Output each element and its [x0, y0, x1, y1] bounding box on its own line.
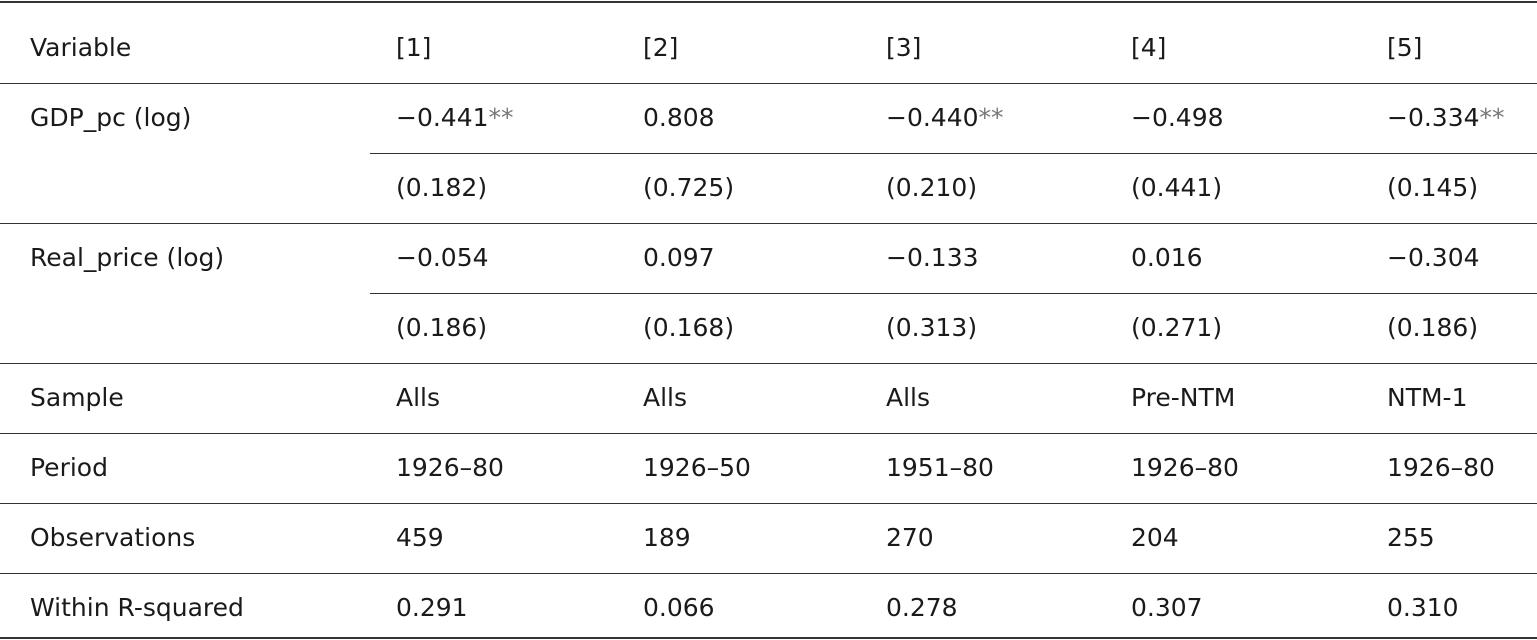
standard-error: (0.725)	[643, 173, 735, 202]
stat-value: 270	[886, 523, 934, 552]
stat-value: 1951–80	[886, 453, 994, 482]
coefficient: 0.097	[643, 243, 715, 272]
standard-error: (0.210)	[886, 173, 978, 202]
row-rule	[0, 363, 1537, 364]
coefficient: 0.808	[643, 103, 715, 132]
stat-value: NTM-1	[1387, 383, 1468, 412]
stat-value: 0.066	[643, 593, 715, 622]
row-rule	[0, 503, 1537, 504]
coefficient: −0.304	[1387, 243, 1480, 272]
stat-value: 1926–80	[1387, 453, 1495, 482]
column-header: [3]	[886, 33, 922, 62]
standard-error: (0.186)	[1387, 313, 1479, 342]
coefficient: −0.054	[396, 243, 489, 272]
column-header: [2]	[643, 33, 679, 62]
stat-value: 1926–80	[396, 453, 504, 482]
bottom-rule	[0, 637, 1537, 639]
stat-value: 1926–50	[643, 453, 751, 482]
coefficient: −0.441**	[396, 83, 514, 153]
significance-stars: **	[978, 103, 1004, 132]
row-rule	[0, 223, 1537, 224]
significance-stars: **	[1479, 103, 1505, 132]
row-rule	[0, 83, 1537, 84]
variable-name: Real_price (log)	[30, 243, 225, 272]
stat-value: 459	[396, 523, 444, 552]
stat-name: Observations	[30, 523, 196, 552]
stat-value: 255	[1387, 523, 1435, 552]
inner-rule	[370, 153, 1537, 154]
standard-error: (0.182)	[396, 173, 488, 202]
stat-name: Period	[30, 453, 108, 482]
estimate: −0.441	[396, 103, 489, 132]
stat-value: 1926–80	[1131, 453, 1239, 482]
coefficient: −0.334**	[1387, 83, 1505, 153]
top-rule	[0, 1, 1537, 3]
standard-error: (0.313)	[886, 313, 978, 342]
stat-value: Alls	[396, 383, 441, 412]
stat-value: 189	[643, 523, 691, 552]
row-header: Variable	[30, 33, 132, 62]
estimate: −0.334	[1387, 103, 1480, 132]
stat-value: Alls	[643, 383, 688, 412]
stat-value: 204	[1131, 523, 1179, 552]
row-rule	[0, 433, 1537, 434]
stat-value: 0.307	[1131, 593, 1203, 622]
standard-error: (0.441)	[1131, 173, 1223, 202]
standard-error: (0.168)	[643, 313, 735, 342]
row-rule	[0, 573, 1537, 574]
standard-error: (0.145)	[1387, 173, 1479, 202]
coefficient: −0.133	[886, 243, 979, 272]
variable-name: GDP_pc (log)	[30, 103, 192, 132]
stat-value: 0.310	[1387, 593, 1459, 622]
stat-value: Pre-NTM	[1131, 383, 1236, 412]
coefficient: −0.498	[1131, 103, 1224, 132]
stat-value: 0.278	[886, 593, 958, 622]
coefficient: −0.440**	[886, 83, 1004, 153]
inner-rule	[370, 293, 1537, 294]
stat-name: Sample	[30, 383, 124, 412]
column-header: [4]	[1131, 33, 1167, 62]
stat-value: Alls	[886, 383, 931, 412]
significance-stars: **	[488, 103, 514, 132]
stat-name: Within R-squared	[30, 593, 244, 622]
column-header: [1]	[396, 33, 432, 62]
estimate: −0.440	[886, 103, 979, 132]
coefficient: 0.016	[1131, 243, 1203, 272]
standard-error: (0.186)	[396, 313, 488, 342]
stat-value: 0.291	[396, 593, 468, 622]
standard-error: (0.271)	[1131, 313, 1223, 342]
column-header: [5]	[1387, 33, 1423, 62]
